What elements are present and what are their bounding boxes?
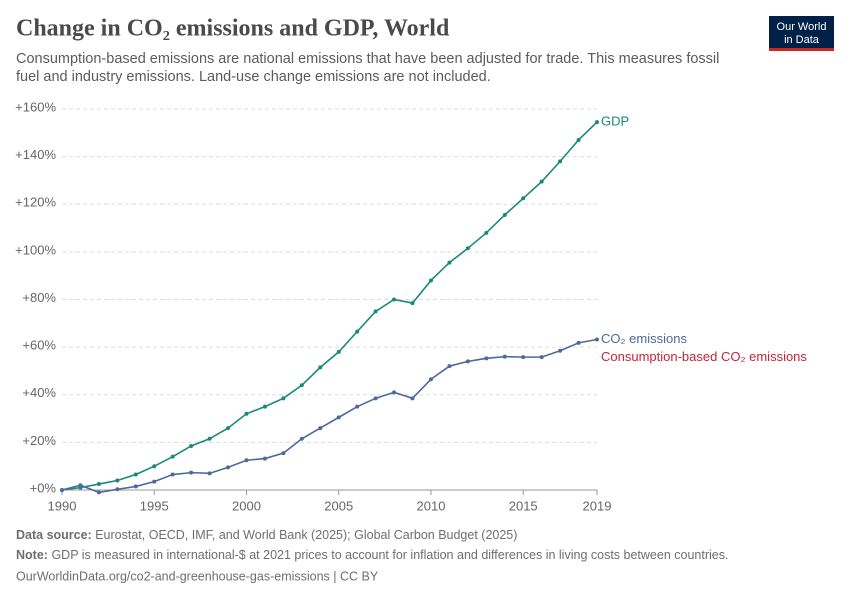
data-point xyxy=(207,471,212,476)
x-tick-label: 2000 xyxy=(232,498,261,513)
series-line xyxy=(61,121,598,491)
data-point xyxy=(428,278,433,283)
data-point xyxy=(189,470,194,475)
y-tick-label: +20% xyxy=(22,433,56,448)
data-point xyxy=(428,377,433,382)
y-tick-label: +100% xyxy=(15,242,56,257)
data-point xyxy=(244,411,249,416)
data-point xyxy=(447,364,452,369)
data-point xyxy=(465,359,470,364)
series-line xyxy=(61,338,598,494)
data-point xyxy=(336,349,341,354)
data-point xyxy=(521,355,526,360)
x-tick-label: 2005 xyxy=(324,498,353,513)
data-point xyxy=(502,212,507,217)
data-point xyxy=(558,159,563,164)
x-tick-label: 2019 xyxy=(583,498,612,513)
note-text: GDP is measured in international-$ at 20… xyxy=(51,548,728,562)
note: Note: GDP is measured in international-$… xyxy=(16,548,728,562)
data-point xyxy=(576,340,581,345)
data-point xyxy=(115,487,120,492)
data-point xyxy=(539,179,544,184)
data-point xyxy=(96,482,101,487)
data-point xyxy=(262,404,267,409)
data-point xyxy=(281,451,286,456)
data-point xyxy=(336,415,341,420)
data-point xyxy=(189,443,194,448)
y-tick-label: +160% xyxy=(15,99,56,114)
data-point xyxy=(595,120,599,125)
data-point xyxy=(226,426,231,431)
logo-bar xyxy=(769,48,834,51)
subtitle-box: Consumption-based emissions are national… xyxy=(16,51,720,85)
data-point xyxy=(521,196,526,201)
note-label: Note: xyxy=(16,548,48,562)
legend-label: Consumption-based CO₂ emissions xyxy=(601,349,807,364)
data-point xyxy=(281,396,286,401)
y-tick-label: +60% xyxy=(22,338,56,353)
data-point xyxy=(558,348,563,353)
chart-subtitle: Consumption-based emissions are national… xyxy=(16,51,720,85)
data-point xyxy=(355,404,360,409)
data-point xyxy=(207,436,212,441)
data-point xyxy=(373,309,378,314)
data-point xyxy=(78,483,83,488)
data-point xyxy=(318,426,323,431)
x-tick-label: 2010 xyxy=(417,498,446,513)
y-tick-label: +40% xyxy=(22,385,56,400)
data-point xyxy=(133,484,138,489)
url: OurWorldinData.org/co2-and-greenhouse-ga… xyxy=(16,569,379,583)
legend-label: CO₂ emissions xyxy=(601,331,687,346)
x-tick-label: 1995 xyxy=(140,498,169,513)
data-point xyxy=(410,301,415,306)
chart-title: Change in CO₂ emissions and GDP, World xyxy=(16,16,450,42)
source-label: Data source: xyxy=(16,528,92,542)
data-point xyxy=(539,355,544,360)
data-point xyxy=(152,479,157,484)
data-point xyxy=(152,464,157,469)
data-point xyxy=(96,490,101,495)
legend-label: GDP xyxy=(601,114,629,129)
x-tick-label: 1990 xyxy=(48,498,77,513)
source-text: Eurostat, OECD, IMF, and World Bank (202… xyxy=(95,528,517,542)
data-point xyxy=(484,230,489,235)
y-tick-label: +120% xyxy=(15,195,56,210)
data-point xyxy=(595,337,599,342)
data-point xyxy=(244,458,249,463)
data-point xyxy=(484,356,489,361)
data-point xyxy=(299,436,304,441)
data-point xyxy=(465,246,470,251)
data-point xyxy=(318,365,323,370)
data-point xyxy=(170,472,175,477)
data-point xyxy=(262,456,267,461)
x-tick-label: 2015 xyxy=(509,498,538,513)
y-tick-label: +140% xyxy=(15,147,56,162)
data-point xyxy=(299,383,304,388)
data-point xyxy=(576,137,581,142)
data-point xyxy=(226,465,231,470)
data-point xyxy=(60,488,64,492)
data-point xyxy=(373,396,378,401)
logo[interactable] xyxy=(769,16,834,50)
data-point xyxy=(410,396,415,401)
logo-text: in Data xyxy=(784,34,820,46)
y-tick-label: +0% xyxy=(30,480,57,495)
y-tick-label: +80% xyxy=(22,290,56,305)
data-point xyxy=(392,390,397,395)
data-point xyxy=(392,297,397,302)
data-point xyxy=(133,472,138,477)
data-point xyxy=(502,354,507,359)
data-point xyxy=(115,478,120,483)
source: Data source: Eurostat, OECD, IMF, and Wo… xyxy=(16,528,517,542)
data-point xyxy=(355,329,360,334)
data-point xyxy=(170,454,175,459)
data-point xyxy=(447,260,452,265)
logo-text: Our World xyxy=(777,21,827,33)
